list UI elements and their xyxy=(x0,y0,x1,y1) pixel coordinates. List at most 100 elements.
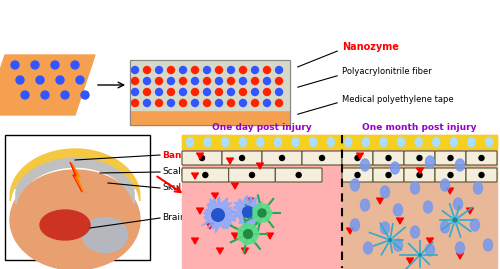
Text: Brain: Brain xyxy=(162,214,186,222)
Ellipse shape xyxy=(415,137,422,147)
Polygon shape xyxy=(238,223,259,245)
Circle shape xyxy=(242,207,254,217)
FancyBboxPatch shape xyxy=(342,151,373,165)
Polygon shape xyxy=(356,153,364,159)
Circle shape xyxy=(228,77,234,84)
Polygon shape xyxy=(182,135,497,148)
Circle shape xyxy=(180,77,186,84)
Circle shape xyxy=(276,100,282,107)
Circle shape xyxy=(320,155,324,161)
Circle shape xyxy=(192,89,198,95)
FancyBboxPatch shape xyxy=(182,151,222,165)
Polygon shape xyxy=(446,188,454,194)
Circle shape xyxy=(51,61,59,69)
Circle shape xyxy=(36,76,44,84)
Text: One day post injury: One day post injury xyxy=(212,123,312,133)
Circle shape xyxy=(252,100,258,107)
Ellipse shape xyxy=(362,137,370,147)
Polygon shape xyxy=(196,153,203,159)
Circle shape xyxy=(216,66,222,73)
Polygon shape xyxy=(206,223,214,229)
Polygon shape xyxy=(196,208,203,214)
Ellipse shape xyxy=(484,239,492,251)
Polygon shape xyxy=(72,163,84,193)
Circle shape xyxy=(264,89,270,95)
Circle shape xyxy=(132,89,138,95)
Circle shape xyxy=(264,77,270,84)
Text: Nanozyme: Nanozyme xyxy=(342,42,399,52)
Polygon shape xyxy=(253,203,272,223)
Polygon shape xyxy=(192,173,198,179)
Ellipse shape xyxy=(186,137,194,147)
Polygon shape xyxy=(212,193,218,199)
Circle shape xyxy=(156,100,162,107)
Circle shape xyxy=(387,237,393,243)
Ellipse shape xyxy=(456,159,464,171)
Circle shape xyxy=(240,89,246,95)
Ellipse shape xyxy=(40,210,90,240)
Ellipse shape xyxy=(380,222,390,234)
FancyBboxPatch shape xyxy=(404,168,435,182)
Ellipse shape xyxy=(432,137,440,147)
Circle shape xyxy=(228,100,234,107)
Circle shape xyxy=(252,89,258,95)
Polygon shape xyxy=(130,110,290,125)
Ellipse shape xyxy=(240,137,246,147)
FancyBboxPatch shape xyxy=(302,151,342,165)
Polygon shape xyxy=(406,258,414,264)
Circle shape xyxy=(156,66,162,73)
Ellipse shape xyxy=(310,137,316,147)
Circle shape xyxy=(11,61,19,69)
FancyBboxPatch shape xyxy=(373,168,404,182)
Ellipse shape xyxy=(468,137,475,147)
Ellipse shape xyxy=(424,201,432,213)
Circle shape xyxy=(132,77,138,84)
Circle shape xyxy=(417,155,422,161)
Circle shape xyxy=(252,77,258,84)
Circle shape xyxy=(448,155,453,161)
Circle shape xyxy=(156,77,162,84)
FancyBboxPatch shape xyxy=(404,151,435,165)
Circle shape xyxy=(203,172,208,178)
Polygon shape xyxy=(456,253,464,259)
Polygon shape xyxy=(226,158,234,164)
Circle shape xyxy=(21,91,29,99)
Ellipse shape xyxy=(360,199,370,211)
Circle shape xyxy=(204,66,210,73)
Polygon shape xyxy=(342,135,497,268)
Circle shape xyxy=(204,89,210,95)
Circle shape xyxy=(244,230,252,238)
Polygon shape xyxy=(130,60,290,110)
Ellipse shape xyxy=(360,159,370,171)
Circle shape xyxy=(419,254,421,256)
Circle shape xyxy=(280,155,284,161)
Polygon shape xyxy=(256,163,264,169)
FancyBboxPatch shape xyxy=(182,168,228,182)
Circle shape xyxy=(276,77,282,84)
Ellipse shape xyxy=(410,226,420,238)
Ellipse shape xyxy=(398,137,404,147)
Circle shape xyxy=(192,66,198,73)
Ellipse shape xyxy=(364,242,372,254)
Circle shape xyxy=(168,89,174,95)
Ellipse shape xyxy=(222,137,228,147)
Text: Polyacrylonitrile fiber: Polyacrylonitrile fiber xyxy=(342,68,432,76)
Ellipse shape xyxy=(82,218,128,253)
Bar xyxy=(130,60,290,125)
Circle shape xyxy=(250,172,254,178)
Polygon shape xyxy=(242,248,248,254)
Polygon shape xyxy=(182,135,342,268)
Circle shape xyxy=(132,100,138,107)
Circle shape xyxy=(418,253,422,257)
Circle shape xyxy=(296,172,301,178)
Circle shape xyxy=(264,100,270,107)
Circle shape xyxy=(479,155,484,161)
Ellipse shape xyxy=(456,242,464,254)
Ellipse shape xyxy=(440,179,450,191)
Polygon shape xyxy=(346,228,354,234)
Circle shape xyxy=(417,172,422,178)
Circle shape xyxy=(56,76,64,84)
Polygon shape xyxy=(231,196,266,228)
Ellipse shape xyxy=(394,204,402,216)
Polygon shape xyxy=(416,168,424,174)
